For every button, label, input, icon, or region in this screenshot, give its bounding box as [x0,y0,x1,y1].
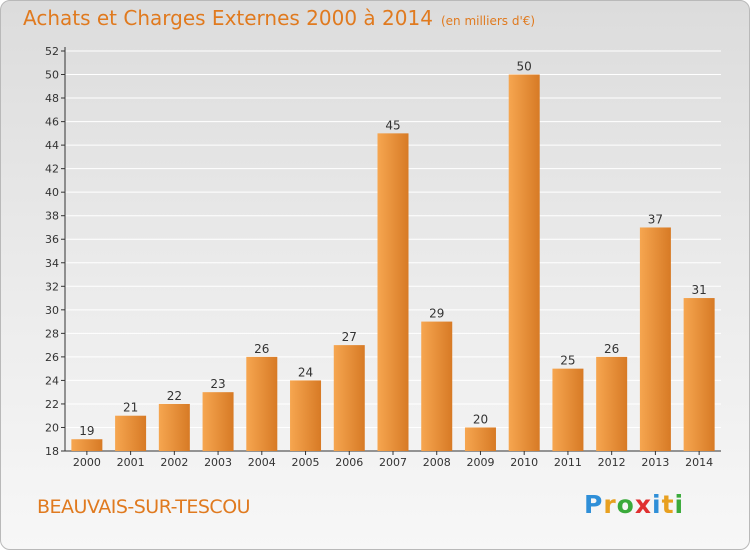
logo-letter: P [584,490,604,519]
x-tick-label: 2014 [685,456,713,469]
logo-letter: i [652,490,662,519]
y-tick-label: 40 [45,186,59,199]
y-tick-label: 46 [45,116,59,129]
data-label: 26 [254,342,269,356]
logo-letter: r [603,490,617,519]
chart-title-text: Achats et Charges Externes 2000 à 2014 [23,6,433,30]
bar [508,74,540,451]
y-tick-label: 20 [45,421,59,434]
x-tick-label: 2013 [641,456,669,469]
proxiti-logo[interactable]: Proxiti [584,490,684,519]
y-tick-label: 18 [45,445,59,458]
data-label: 50 [517,60,532,74]
bar [421,321,453,451]
bar [377,133,409,451]
x-tick-label: 2004 [248,456,276,469]
x-tick-label: 2009 [466,456,494,469]
bar [115,415,147,451]
x-tick-label: 2005 [292,456,320,469]
bar [333,345,365,451]
y-tick-label: 52 [45,45,59,58]
chart-unit: (en milliers d'€) [440,14,536,28]
x-tick-label: 2008 [423,456,451,469]
y-tick-label: 42 [45,163,59,176]
data-label: 27 [342,330,357,344]
bar [552,368,584,451]
y-tick-label: 24 [45,374,59,387]
y-tick-label: 48 [45,92,59,105]
data-label: 25 [560,354,575,368]
logo-letter: x [634,490,652,519]
data-label: 31 [691,283,706,297]
data-label: 23 [210,377,225,391]
x-tick-label: 2000 [73,456,101,469]
bar [596,356,628,451]
logo-letter: o [616,490,635,519]
y-tick-label: 50 [45,69,59,82]
data-label: 24 [298,365,313,379]
bar [71,439,103,451]
y-tick-label: 44 [45,139,59,152]
data-label: 45 [385,118,400,132]
data-label: 22 [167,389,182,403]
bar [202,392,234,451]
y-tick-label: 36 [45,233,59,246]
bar [683,298,715,451]
bar [290,380,322,451]
y-tick-label: 22 [45,398,59,411]
bar [246,356,278,451]
data-label: 26 [604,342,619,356]
bar [639,227,671,451]
y-tick-label: 28 [45,327,59,340]
data-label: 19 [79,424,94,438]
x-tick-label: 2012 [598,456,626,469]
x-tick-label: 2003 [204,456,232,469]
x-tick-label: 2002 [160,456,188,469]
bar [464,427,496,451]
x-tick-label: 2001 [117,456,145,469]
bar [158,403,190,451]
logo-letter: i [674,490,685,519]
chart-title: Achats et Charges Externes 2000 à 2014 (e… [23,6,535,30]
y-tick-label: 32 [45,280,59,293]
logo-letter: t [661,490,675,519]
bars [71,74,715,451]
commune-name: BEAUVAIS-SUR-TESCOU [37,496,251,518]
data-labels: 19 21 22 23 26 24 27 45 29 20 50 25 26 37 31 [79,60,707,439]
x-tick-label: 2011 [554,456,582,469]
data-label: 21 [123,401,138,415]
data-label: 37 [648,212,663,226]
data-label: 20 [473,412,488,426]
x-tick-label: 2010 [510,456,538,469]
y-tick-label: 38 [45,210,59,223]
y-tick-label: 26 [45,351,59,364]
x-tick-label: 2007 [379,456,407,469]
y-tick-label: 30 [45,304,59,317]
y-tick-label: 34 [45,257,59,270]
data-label: 29 [429,307,444,321]
x-tick-label: 2006 [335,456,363,469]
